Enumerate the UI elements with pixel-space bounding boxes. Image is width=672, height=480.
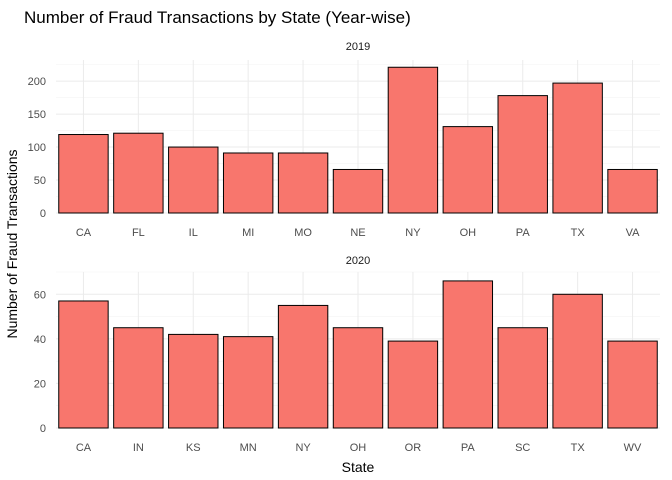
x-tick-label: OH: [460, 227, 477, 239]
x-tick-label: MO: [294, 227, 312, 239]
y-tick-label: 20: [34, 378, 46, 390]
y-tick-label: 50: [34, 175, 46, 187]
y-tick-label: 0: [40, 423, 46, 435]
x-tick-label: OR: [405, 442, 422, 454]
bar-IL: [168, 146, 219, 214]
panel-strip-label: 2020: [346, 255, 370, 267]
bar-IN: [113, 327, 164, 429]
bar-MO: [277, 152, 329, 214]
x-tick-label: FL: [132, 227, 145, 239]
y-axis-title: Number of Fraud Transactions: [4, 149, 20, 338]
x-tick-label: VA: [626, 227, 641, 239]
x-tick-label: TX: [571, 442, 586, 454]
bar-NY: [277, 304, 329, 429]
bar-FL: [113, 132, 164, 214]
y-tick-label: 200: [28, 76, 46, 88]
bar-SC: [497, 327, 548, 429]
bar-OR: [387, 340, 439, 429]
x-tick-label: MI: [242, 227, 254, 239]
y-tick-label: 40: [34, 334, 46, 346]
bar-TX: [552, 82, 603, 214]
x-tick-label: IL: [189, 227, 198, 239]
bar-VA: [607, 168, 658, 214]
bar-PA: [442, 280, 494, 429]
x-tick-label: MN: [240, 442, 257, 454]
x-tick-label: PA: [461, 442, 476, 454]
x-tick-label: TX: [571, 227, 586, 239]
bar-OH: [442, 126, 494, 214]
bar-TX: [552, 293, 603, 429]
x-tick-label: CA: [76, 227, 92, 239]
bar-NY: [387, 66, 439, 214]
x-tick-label: IN: [133, 442, 144, 454]
chart-title: Number of Fraud Transactions by State (Y…: [24, 8, 411, 27]
bar-OH: [332, 327, 384, 429]
bar-MI: [222, 152, 274, 214]
bar-KS: [168, 333, 219, 429]
x-tick-label: KS: [186, 442, 201, 454]
x-tick-label: PA: [516, 227, 531, 239]
y-tick-label: 60: [34, 289, 46, 301]
bar-NE: [332, 168, 384, 214]
x-tick-label: OH: [350, 442, 367, 454]
bar-WV: [607, 340, 658, 429]
y-tick-label: 100: [28, 142, 46, 154]
x-tick-label: NY: [405, 227, 421, 239]
x-axis-title: State: [342, 459, 375, 475]
bar-PA: [497, 95, 548, 214]
panel-strip-label: 2019: [346, 41, 370, 53]
y-tick-label: 150: [28, 109, 46, 121]
bar-MN: [222, 336, 274, 429]
bar-CA: [58, 134, 109, 214]
x-tick-label: WV: [624, 442, 642, 454]
x-tick-label: SC: [515, 442, 530, 454]
x-tick-label: NY: [295, 442, 311, 454]
x-tick-label: CA: [76, 442, 92, 454]
y-tick-label: 0: [40, 208, 46, 220]
x-tick-label: NE: [350, 227, 365, 239]
panel-2019: 2019 0 50 100 150 200 CA FL IL MI MO NE NY OH PA TX VA: [28, 41, 660, 239]
panel-2020: 2020 0 20 40 60 CA IN KS MN NY OH OR PA SC TX WV: [34, 255, 660, 454]
bar-CA: [58, 300, 109, 429]
